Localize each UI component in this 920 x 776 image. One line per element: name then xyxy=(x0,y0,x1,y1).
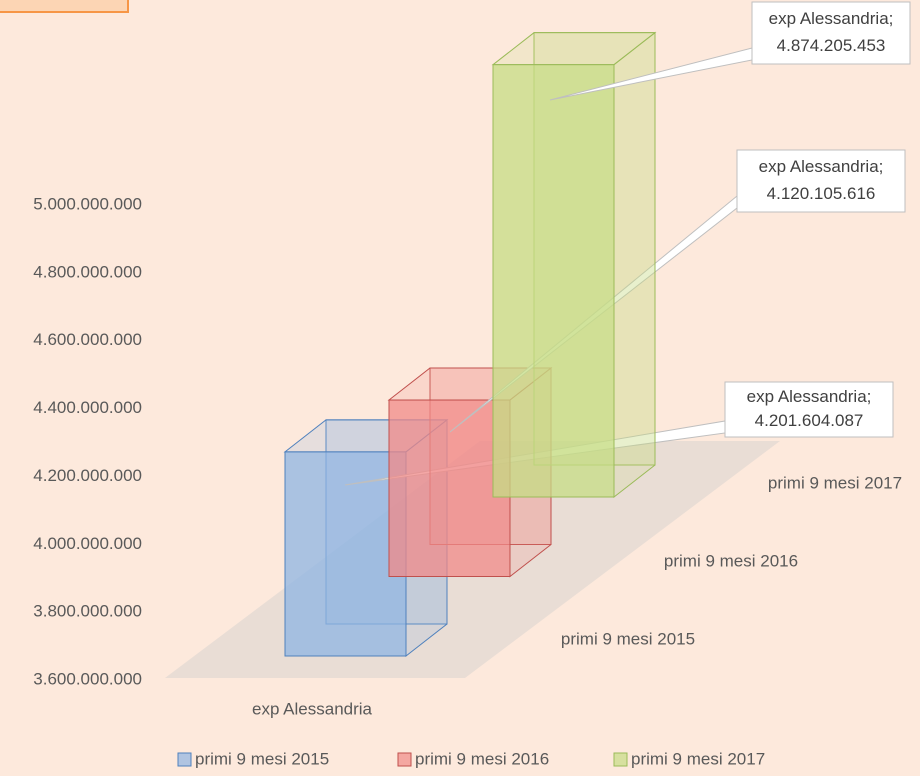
series-axis-label: primi 9 mesi 2016 xyxy=(664,551,798,570)
data-label-category: exp Alessandria; xyxy=(747,387,872,406)
data-label-box xyxy=(736,149,906,213)
data-label-box xyxy=(724,381,894,438)
series-axis-label: primi 9 mesi 2017 xyxy=(768,473,902,492)
data-label-category: exp Alessandria; xyxy=(769,9,894,28)
y-tick-label: 3.600.000.000 xyxy=(33,669,142,688)
y-tick-label: 4.000.000.000 xyxy=(33,534,142,553)
y-tick-label: 5.000.000.000 xyxy=(33,194,142,213)
bar-side xyxy=(613,31,656,499)
legend-label: primi 9 mesi 2017 xyxy=(631,749,765,768)
title-box xyxy=(0,0,129,13)
bar xyxy=(492,64,615,498)
data-label: 4.120.105.616 xyxy=(767,184,876,203)
data-label: 4.201.604.087 xyxy=(755,411,864,430)
data-label: 4.874.205.453 xyxy=(777,36,886,55)
series-axis-label: primi 9 mesi 2015 xyxy=(561,629,695,648)
y-tick-label: 3.800.000.000 xyxy=(33,602,142,621)
legend-marker xyxy=(177,752,192,767)
legend-label: primi 9 mesi 2016 xyxy=(415,749,549,768)
legend-label: primi 9 mesi 2015 xyxy=(195,749,329,768)
legend-marker xyxy=(397,752,412,767)
legend-marker xyxy=(613,752,628,767)
y-tick-label: 4.600.000.000 xyxy=(33,330,142,349)
bar xyxy=(284,451,407,657)
data-label-box xyxy=(751,1,911,65)
data-label-category: exp Alessandria; xyxy=(759,157,884,176)
y-tick-label: 4.400.000.000 xyxy=(33,398,142,417)
bar xyxy=(388,399,511,577)
x-tick-label: exp Alessandria xyxy=(252,699,373,718)
y-tick-label: 4.200.000.000 xyxy=(33,466,142,485)
y-tick-label: 4.800.000.000 xyxy=(33,262,142,281)
